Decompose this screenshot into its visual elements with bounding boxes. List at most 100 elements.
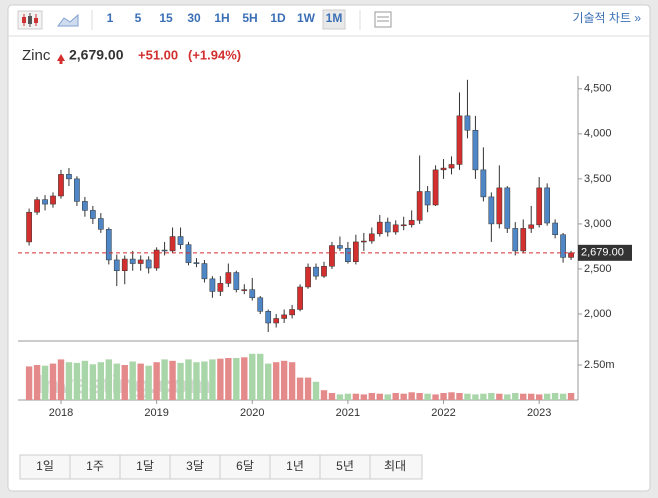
panel [7, 4, 651, 492]
volume-bar [320, 390, 328, 400]
volume-bar [528, 393, 535, 400]
range-button[interactable]: 최대 [384, 459, 406, 473]
volume-bar [496, 393, 503, 400]
volume-bar [57, 359, 65, 400]
candle-body [74, 178, 80, 202]
candle-body [329, 245, 335, 267]
candle-body [345, 247, 351, 262]
candle-body [34, 199, 40, 213]
volume-bar [249, 353, 256, 400]
y-tick-label: 3,500 [584, 173, 612, 185]
volume-bar [113, 363, 120, 400]
candle-body [177, 236, 184, 245]
candle-body [337, 245, 343, 249]
volume-bar [257, 353, 264, 400]
volume-bar [153, 362, 160, 400]
candle-body [488, 196, 495, 225]
volume-bar [352, 393, 360, 400]
volume-bar [408, 392, 415, 400]
volume-bar [368, 393, 376, 400]
y-tick-label: 2,500 [584, 263, 612, 275]
candle-body [281, 314, 287, 319]
candle-body [536, 187, 543, 226]
volume-bar [177, 362, 184, 400]
interval-button[interactable]: 1M [326, 11, 343, 25]
volume-bar [559, 393, 567, 400]
volume-bar [217, 358, 224, 400]
plot-frame [18, 76, 579, 480]
volume-bar [440, 393, 447, 400]
candle-body [209, 278, 216, 292]
volume-bar [296, 377, 304, 400]
instrument-name: Zinc [22, 47, 51, 64]
candle-body [416, 191, 423, 221]
interval-button[interactable]: 1H [214, 11, 229, 25]
candle-body [193, 262, 200, 264]
range-button[interactable]: 6달 [236, 459, 254, 473]
volume-bar [201, 361, 208, 400]
volume-bar [464, 393, 471, 400]
interval-button[interactable]: 5 [135, 11, 142, 25]
candle-body [376, 221, 383, 235]
volume-bar [480, 393, 487, 400]
candle-body [201, 263, 208, 280]
interval-button[interactable]: 5H [242, 11, 257, 25]
candle-body [121, 258, 128, 271]
range-button[interactable]: 1달 [136, 459, 154, 473]
y-tick-label: 2,000 [584, 308, 612, 320]
volume-bar [328, 393, 336, 400]
volume-bar [288, 362, 296, 400]
change: +51.00 [138, 47, 178, 62]
price: 2,679.00 [69, 47, 124, 63]
candle-body [568, 252, 574, 258]
volume-bar [193, 362, 200, 400]
candle-body [225, 272, 232, 284]
range-button[interactable]: 1주 [86, 459, 104, 473]
candle-body [472, 129, 479, 171]
volume-bar [384, 394, 391, 400]
range-button[interactable]: 3달 [186, 459, 204, 473]
candle-body [552, 222, 558, 235]
candle-body [432, 169, 439, 206]
interval-button[interactable]: 1 [107, 11, 114, 25]
candle-body [448, 164, 455, 169]
candle-body [289, 309, 295, 316]
candle-body [424, 191, 431, 206]
volume-bar [344, 393, 352, 400]
y-tick-label: 4,000 [584, 128, 612, 140]
volume-bar [456, 393, 463, 400]
interval-button[interactable]: 1W [297, 11, 316, 25]
candle-body [440, 167, 447, 171]
volume-bar [472, 394, 479, 400]
candle-body [456, 115, 463, 165]
candle-body [496, 187, 503, 225]
range-button[interactable]: 1년 [286, 459, 304, 473]
volume-bar [512, 393, 519, 400]
volume-bar [185, 359, 192, 400]
volume-bar [551, 393, 559, 400]
interval-button[interactable]: 1D [270, 11, 286, 25]
volume-bar [488, 393, 495, 400]
interval-button[interactable]: 15 [159, 11, 173, 25]
candle-body [305, 266, 311, 288]
technical-link[interactable]: 기술적 차트 » [572, 11, 641, 25]
candle-body [233, 272, 240, 290]
candle-body [137, 259, 144, 264]
volume-bar [169, 360, 176, 400]
volume-bar [145, 365, 152, 400]
interval-button[interactable]: 30 [187, 11, 201, 25]
candle-body [353, 241, 359, 262]
volume-bar [392, 393, 399, 400]
volume-bar [25, 366, 33, 400]
y-tick-label: 3,000 [584, 218, 612, 230]
volume-bar [416, 393, 423, 400]
candle-body [50, 195, 56, 205]
range-button[interactable]: 5년 [336, 459, 354, 473]
candle-body [400, 224, 407, 227]
candle-body [82, 201, 88, 211]
candle-body [528, 224, 535, 229]
candle-body [265, 311, 272, 324]
candle-body [161, 249, 168, 252]
range-button[interactable]: 1일 [36, 459, 54, 473]
